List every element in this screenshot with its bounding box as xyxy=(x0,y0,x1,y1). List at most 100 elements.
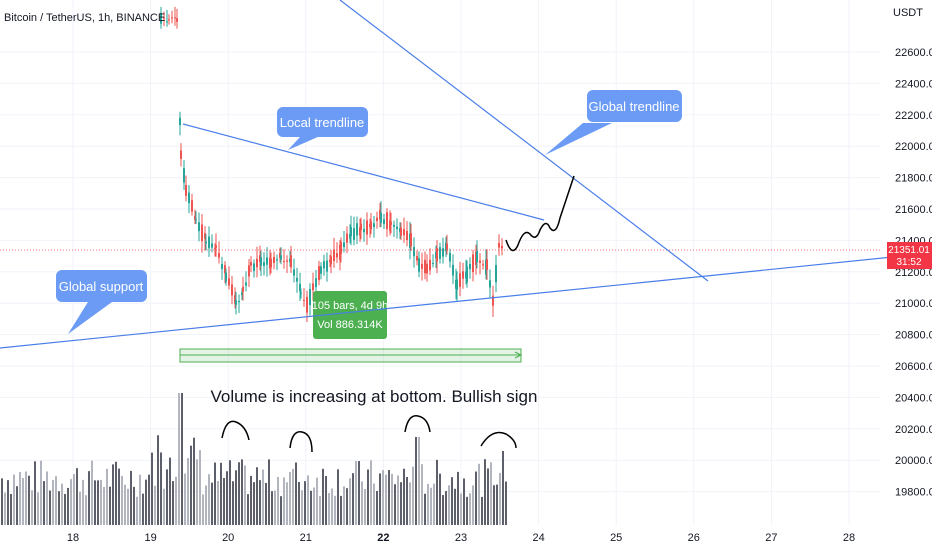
time-tick: 23 xyxy=(455,532,467,544)
volume-bar xyxy=(280,496,282,525)
volume-bar xyxy=(139,474,141,525)
candle-body xyxy=(421,263,423,269)
candle-body xyxy=(266,257,268,265)
volume-bar xyxy=(205,485,207,525)
candle-body xyxy=(439,247,441,259)
volume-bar xyxy=(106,468,108,525)
candle-body xyxy=(195,219,197,221)
candle-body xyxy=(326,260,328,272)
volume-bar xyxy=(184,473,186,525)
callout-local-trendline[interactable]: Local trendline xyxy=(277,107,368,150)
volume-bar xyxy=(82,479,84,525)
trendlines[interactable] xyxy=(0,0,932,349)
volume-bar xyxy=(298,481,300,525)
volume-bar xyxy=(40,460,42,525)
volume-bar xyxy=(286,482,288,525)
volume-bar xyxy=(415,436,417,525)
volume-bar xyxy=(331,488,333,525)
volume-bar xyxy=(496,484,498,525)
candle-body xyxy=(248,265,250,277)
local-trendline[interactable] xyxy=(182,123,545,221)
volume-bar xyxy=(148,474,150,525)
candle-body xyxy=(183,168,185,183)
candle-body xyxy=(353,228,355,240)
time-tick: 19 xyxy=(144,532,156,544)
volume-bar xyxy=(118,468,120,525)
volume-bar xyxy=(448,485,450,525)
volume-bar xyxy=(328,493,330,525)
volume-bar xyxy=(61,483,63,525)
candle-body xyxy=(286,260,288,262)
global-support-line[interactable] xyxy=(0,252,932,349)
volume-bar xyxy=(442,495,444,525)
candle-body xyxy=(312,283,314,291)
volume-bar xyxy=(19,472,21,525)
volume-bar xyxy=(1,478,3,525)
candle-body xyxy=(166,21,168,23)
candle-body xyxy=(211,243,213,248)
volume-bar xyxy=(382,470,384,525)
volume-bar xyxy=(418,436,420,525)
volume-bar xyxy=(421,464,423,525)
time-tick: 20 xyxy=(222,532,234,544)
volume-bar xyxy=(271,491,273,525)
volume-bar xyxy=(469,493,471,525)
volume-bar xyxy=(55,476,57,525)
candle-body xyxy=(250,262,252,266)
candle-body xyxy=(359,227,361,236)
volume-bar xyxy=(487,468,489,525)
volume-bar xyxy=(154,485,156,525)
volume-bar xyxy=(490,462,492,525)
candle-body xyxy=(349,233,351,239)
candle-body xyxy=(273,256,275,263)
candle-body xyxy=(163,17,165,19)
callout-global-trendline[interactable]: Global trendline xyxy=(545,90,682,155)
volume-bar xyxy=(466,496,468,525)
volume-bar xyxy=(88,471,90,525)
candle-body xyxy=(270,258,272,268)
volume-bar xyxy=(301,490,303,525)
volume-bar xyxy=(502,450,504,525)
volume-bar xyxy=(424,493,426,525)
volume-bar xyxy=(178,393,180,525)
volume-bar xyxy=(283,477,285,525)
volume-bar xyxy=(91,460,93,525)
candle-body xyxy=(446,243,448,250)
candle-body xyxy=(360,223,362,231)
candle-body xyxy=(462,271,464,279)
volume-bar xyxy=(325,475,327,525)
volume-bar xyxy=(190,445,192,525)
volume-bar xyxy=(175,476,177,525)
volume-bar xyxy=(295,462,297,525)
candle-countdown: 31:52 xyxy=(896,257,921,268)
price-tick: 21200.00 xyxy=(895,267,932,279)
global-trendline[interactable] xyxy=(339,0,709,282)
candle-body xyxy=(424,259,426,274)
price-tick: 20400.00 xyxy=(895,392,932,404)
volume-bar xyxy=(52,480,54,525)
volume-bar xyxy=(370,460,372,525)
candle-body xyxy=(320,266,322,274)
callout-global-support-text: Global support xyxy=(59,279,144,294)
volume-bar xyxy=(277,476,279,525)
price-axis[interactable]: USDT 22600.00 22400.00 22200.00 22000.00 218… xyxy=(893,7,932,499)
candle-body xyxy=(174,17,176,19)
candle-body xyxy=(452,264,454,276)
price-tick: 19800.00 xyxy=(895,487,932,499)
candle-body xyxy=(410,233,412,247)
candle-body xyxy=(299,283,301,292)
callout-global-support[interactable]: Global support xyxy=(56,270,147,334)
candle-body xyxy=(315,278,317,288)
candle-body xyxy=(256,258,258,268)
date-range-measure[interactable]: 105 bars, 4d 9h Vol 886.314K xyxy=(179,291,523,363)
volume-bar xyxy=(307,475,309,525)
candle-body xyxy=(466,266,468,283)
volume-bar xyxy=(217,480,219,525)
candle-body xyxy=(215,245,217,248)
projection-path[interactable] xyxy=(505,175,575,252)
candle-body xyxy=(390,221,392,225)
time-axis[interactable]: 18 19 20 21 22 23 24 25 26 27 28 xyxy=(67,532,855,544)
volume-bar xyxy=(4,492,6,525)
candle-body xyxy=(168,19,170,21)
